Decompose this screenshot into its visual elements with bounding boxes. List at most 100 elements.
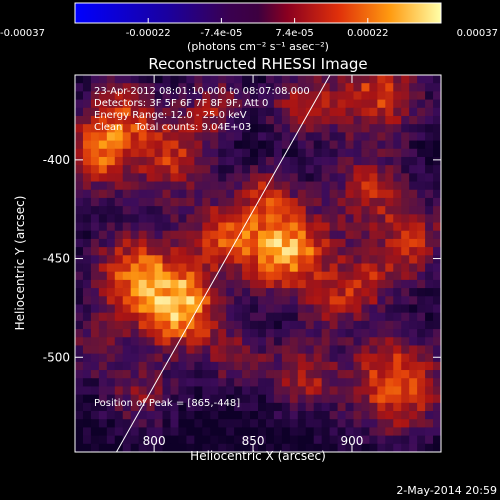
heatmap-cell bbox=[377, 99, 386, 109]
heatmap-cell bbox=[369, 419, 378, 429]
heatmap-cell bbox=[329, 247, 339, 256]
heatmap-cell bbox=[114, 320, 124, 330]
heatmap-cell bbox=[433, 312, 441, 322]
heatmap-cell bbox=[377, 173, 386, 183]
heatmap-cell bbox=[170, 419, 180, 429]
heatmap-cell bbox=[75, 296, 84, 306]
heatmap-cell bbox=[98, 419, 108, 429]
heatmap-cell bbox=[265, 288, 275, 297]
heatmap-cell bbox=[202, 173, 211, 183]
heatmap-cell bbox=[305, 427, 315, 437]
heatmap-cell bbox=[433, 181, 441, 191]
heatmap-cell bbox=[162, 443, 172, 452]
heatmap-cell bbox=[313, 288, 323, 297]
heatmap-cell bbox=[114, 337, 124, 347]
heatmap-cell bbox=[361, 238, 370, 248]
heatmap-cell bbox=[75, 353, 84, 363]
heatmap-cell bbox=[178, 271, 187, 281]
heatmap-cell bbox=[273, 378, 283, 388]
heatmap-cell bbox=[353, 206, 363, 215]
heatmap-cell bbox=[98, 329, 108, 338]
heatmap-cell bbox=[345, 419, 355, 429]
heatmap-cell bbox=[194, 91, 203, 101]
heatmap-cell bbox=[122, 75, 132, 84]
heatmap-cell bbox=[122, 427, 132, 437]
annotation-peak: Position of Peak = [865,-448] bbox=[94, 398, 240, 409]
heatmap-cell bbox=[265, 296, 275, 306]
heatmap-cell bbox=[234, 189, 243, 199]
heatmap-cell bbox=[162, 189, 172, 199]
heatmap-cell bbox=[138, 288, 148, 297]
heatmap-cell bbox=[226, 337, 235, 347]
heatmap-cell bbox=[273, 427, 283, 437]
heatmap-cell bbox=[369, 296, 378, 306]
heatmap-cell bbox=[329, 337, 339, 347]
heatmap-cell bbox=[186, 173, 195, 183]
heatmap-cell bbox=[162, 124, 172, 133]
heatmap-cell bbox=[194, 435, 203, 445]
heatmap-cell bbox=[178, 238, 187, 248]
heatmap-cell bbox=[98, 214, 108, 224]
heatmap-cell bbox=[305, 132, 315, 142]
heatmap-cell bbox=[114, 329, 124, 338]
heatmap-cell bbox=[329, 427, 339, 437]
heatmap-cell bbox=[258, 197, 267, 207]
heatmap-cell bbox=[242, 75, 251, 84]
heatmap-cell bbox=[162, 83, 172, 92]
heatmap-cell bbox=[321, 427, 331, 437]
heatmap-cell bbox=[210, 83, 219, 92]
heatmap-cell bbox=[242, 165, 251, 174]
heatmap-cell bbox=[369, 140, 378, 150]
heatmap-cell bbox=[258, 378, 267, 388]
heatmap-cell bbox=[265, 378, 275, 388]
heatmap-cell bbox=[170, 402, 180, 412]
heatmap-cell bbox=[273, 279, 283, 289]
heatmap-cell bbox=[289, 345, 299, 355]
heatmap-cell bbox=[170, 353, 180, 363]
heatmap-cell bbox=[258, 394, 267, 404]
heatmap-cell bbox=[401, 271, 410, 281]
heatmap-cell bbox=[82, 247, 92, 256]
heatmap-cell bbox=[242, 427, 251, 437]
heatmap-cell bbox=[361, 427, 370, 437]
heatmap-cell bbox=[234, 279, 243, 289]
heatmap-cell bbox=[75, 230, 84, 240]
heatmap-cell bbox=[106, 312, 116, 322]
x-axis-label: Heliocentric X (arcsec) bbox=[190, 449, 326, 463]
heatmap-cell bbox=[393, 247, 402, 256]
heatmap-cell bbox=[122, 271, 132, 281]
heatmap-cell bbox=[425, 99, 434, 109]
heatmap-cell bbox=[425, 402, 434, 412]
heatmap-cell bbox=[75, 107, 84, 117]
heatmap-cell bbox=[122, 238, 132, 248]
heatmap-cell bbox=[265, 91, 275, 101]
heatmap-cell bbox=[82, 435, 92, 445]
heatmap-cell bbox=[337, 230, 347, 240]
heatmap-cell bbox=[154, 419, 164, 429]
heatmap-cell bbox=[210, 222, 219, 232]
heatmap-cell bbox=[82, 83, 92, 92]
heatmap-cell bbox=[146, 124, 156, 133]
heatmap-cell bbox=[186, 115, 195, 125]
heatmap-cell bbox=[242, 304, 251, 314]
heatmap-cell bbox=[361, 83, 370, 92]
heatmap-cell bbox=[130, 337, 140, 347]
heatmap-cell bbox=[250, 304, 259, 314]
heatmap-cell bbox=[146, 370, 156, 379]
heatmap-cell bbox=[313, 361, 323, 371]
heatmap-cell bbox=[178, 165, 187, 174]
heatmap-cell bbox=[393, 181, 402, 191]
heatmap-cell bbox=[385, 181, 394, 191]
heatmap-cell bbox=[154, 165, 164, 174]
heatmap-cell bbox=[281, 197, 291, 207]
heatmap-cell bbox=[297, 189, 307, 199]
heatmap-cell bbox=[329, 206, 339, 215]
heatmap-cell bbox=[409, 165, 418, 174]
heatmap-cell bbox=[186, 214, 195, 224]
heatmap-cell bbox=[409, 263, 418, 273]
heatmap-cell bbox=[329, 165, 339, 174]
heatmap-cell bbox=[361, 320, 370, 330]
heatmap-cell bbox=[202, 238, 211, 248]
heatmap-cell bbox=[425, 296, 434, 306]
heatmap-cell bbox=[258, 419, 267, 429]
